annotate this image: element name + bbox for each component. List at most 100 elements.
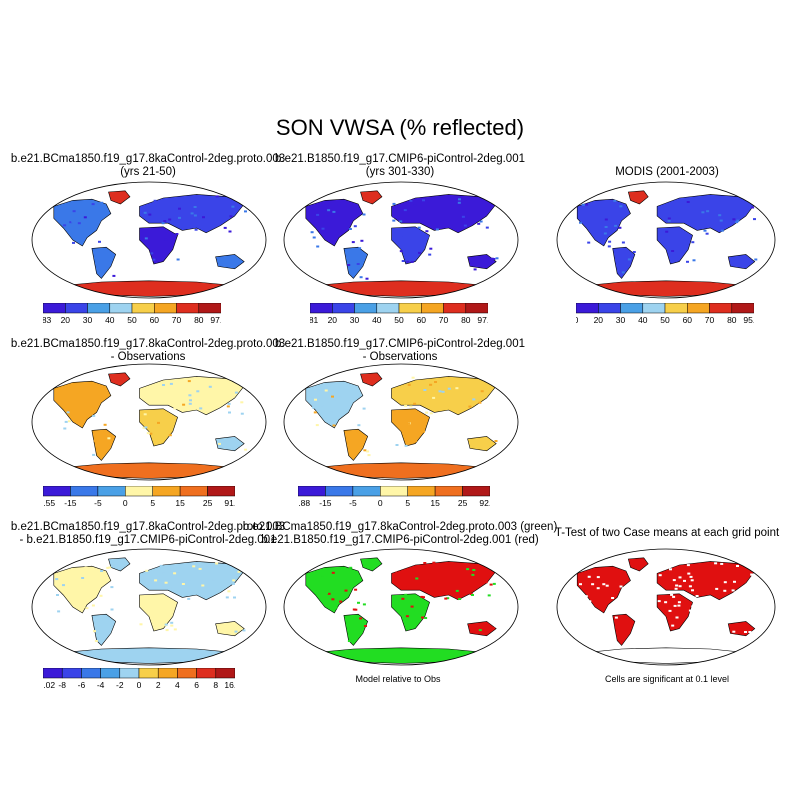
- colorbar-label: 60: [683, 315, 693, 325]
- grid-cell: [603, 232, 607, 235]
- grid-cell: [447, 387, 451, 390]
- grid-cell: [150, 252, 154, 255]
- landmass-northAmerica: [53, 380, 112, 429]
- map-panel-3: [556, 181, 776, 299]
- colorbar-box: [434, 486, 463, 497]
- grid-cell: [188, 402, 192, 405]
- map-panel-8: [556, 548, 776, 666]
- grid-cell: [77, 222, 81, 225]
- colorbar-label: 0: [576, 315, 579, 325]
- grid-cell: [478, 401, 482, 404]
- grid-cell: [672, 591, 675, 594]
- grid-cell: [190, 212, 194, 215]
- grid-cell: [428, 253, 432, 256]
- colorbar-box: [43, 486, 71, 497]
- grid-cell: [487, 594, 491, 597]
- panel-4-title: b.e21.BCma1850.f19_g17.8kaControl-2deg.p…: [11, 338, 285, 364]
- colorbar-label: 0: [123, 498, 128, 508]
- grid-cell: [331, 598, 335, 601]
- grid-cell: [403, 209, 407, 212]
- landmass-eurasia: [656, 194, 756, 234]
- landmass-southAmerica: [343, 428, 369, 461]
- grid-cell: [329, 411, 333, 414]
- grid-cell: [415, 577, 419, 580]
- grid-cell: [629, 644, 633, 647]
- colorbar-label: 97.95: [477, 315, 488, 325]
- grid-cell: [176, 388, 180, 391]
- grid-cell: [492, 258, 496, 260]
- grid-cell: [157, 421, 160, 424]
- grid-cell: [455, 589, 459, 592]
- grid-cell: [435, 228, 439, 231]
- landmass-australia: [467, 436, 497, 452]
- colorbar-label: 0: [137, 680, 142, 690]
- grid-cell: [91, 604, 95, 607]
- map-border: [283, 181, 519, 299]
- grid-cell: [174, 393, 178, 396]
- grid-cell: [142, 426, 146, 429]
- landmass-greenland: [108, 372, 131, 387]
- grid-cell: [162, 384, 165, 386]
- map-panel-5: [283, 363, 519, 481]
- grid-cell: [692, 599, 696, 602]
- grid-cell: [332, 399, 336, 402]
- grid-cell: [691, 241, 695, 244]
- grid-cell: [413, 204, 417, 207]
- grid-cell: [176, 258, 180, 261]
- grid-cell: [244, 448, 248, 451]
- colorbar-label: 5: [405, 498, 410, 508]
- colorbar-box: [87, 303, 111, 314]
- grid-cell: [63, 224, 67, 227]
- grid-cell: [139, 623, 143, 626]
- grid-cell: [360, 239, 364, 242]
- grid-cell: [621, 241, 625, 244]
- grid-cell: [320, 404, 324, 407]
- landmass-antarctica: [585, 280, 747, 297]
- colorbar-label: 40: [372, 315, 382, 325]
- grid-cell: [733, 580, 736, 583]
- colorbar-box: [97, 486, 126, 497]
- grid-cell: [429, 383, 433, 386]
- grid-cell: [399, 250, 403, 253]
- grid-cell: [227, 402, 231, 405]
- grid-cell: [432, 561, 436, 564]
- colorbar-box: [465, 303, 488, 314]
- grid-cell: [144, 237, 148, 240]
- grid-cell: [98, 240, 101, 243]
- colorbar-label: 16.45: [224, 680, 235, 690]
- grid-cell: [68, 409, 72, 412]
- grid-cell: [163, 220, 167, 223]
- panel-5-title-line2: - Observations: [362, 351, 438, 363]
- grid-cell: [425, 236, 429, 239]
- grid-cell: [667, 219, 671, 222]
- grid-cell: [103, 423, 107, 426]
- grid-cell: [171, 587, 175, 589]
- grid-cell: [492, 627, 496, 630]
- grid-cell: [596, 576, 600, 579]
- grid-cell: [72, 241, 75, 244]
- grid-cell: [232, 582, 235, 585]
- grid-cell: [732, 630, 736, 633]
- grid-cell: [240, 412, 244, 415]
- grid-cell: [351, 241, 355, 244]
- map-border: [31, 363, 267, 481]
- grid-cell: [420, 595, 424, 598]
- grid-cell: [168, 218, 172, 221]
- grid-cell: [233, 596, 236, 599]
- landmass-southAmerica: [343, 613, 369, 646]
- landmass-eurasia: [391, 561, 497, 601]
- grid-cell: [596, 202, 600, 205]
- grid-cell: [148, 213, 152, 216]
- grid-cell: [735, 221, 739, 224]
- grid-cell: [353, 225, 357, 228]
- grid-cell: [424, 617, 428, 619]
- grid-cell: [664, 601, 668, 604]
- grid-cell: [484, 581, 488, 584]
- colorbar-box: [642, 303, 666, 314]
- colorbar-label: -8: [58, 680, 66, 690]
- map-border: [556, 181, 776, 299]
- grid-cell: [162, 572, 166, 575]
- grid-cell: [409, 199, 413, 202]
- grid-cell: [225, 596, 229, 599]
- landmass-greenland: [360, 190, 383, 205]
